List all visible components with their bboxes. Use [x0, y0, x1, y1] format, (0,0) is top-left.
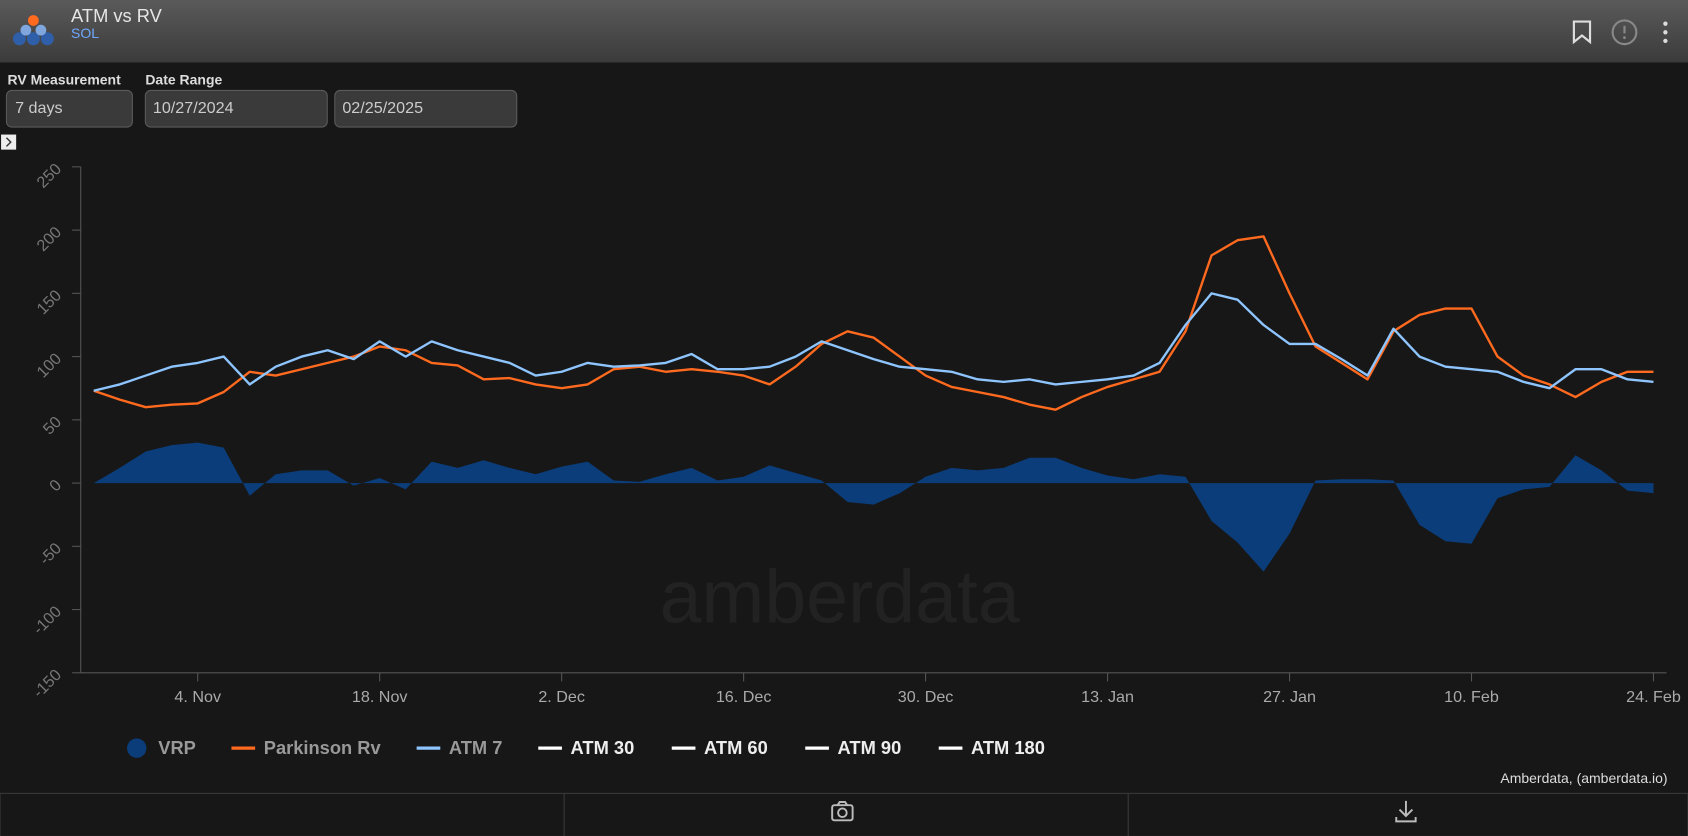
- series-line: [93, 235, 1654, 411]
- start-date-input[interactable]: [144, 89, 328, 128]
- menu-button[interactable]: [1663, 21, 1668, 44]
- header-title: ATM vs RV: [71, 5, 163, 26]
- legend-item[interactable]: ATM 7: [416, 737, 503, 758]
- watermark: amberdata: [660, 555, 1020, 639]
- x-tick-label: 18. Nov: [352, 688, 408, 706]
- rv-select[interactable]: [5, 89, 133, 128]
- x-tick-label: 16. Dec: [716, 688, 772, 706]
- x-tick-label: 27. Jan: [1263, 688, 1316, 706]
- x-tick-label: 2. Dec: [538, 688, 585, 706]
- camera-button[interactable]: [831, 801, 854, 822]
- end-date-input[interactable]: [334, 89, 518, 128]
- vrp-area: [93, 442, 1654, 572]
- footer-bar: [0, 792, 1688, 836]
- start-date: 10/27/2024: [153, 99, 234, 117]
- x-tick-label: 4. Nov: [174, 688, 221, 706]
- legend-item[interactable]: ATM 180: [938, 737, 1045, 758]
- legend-label: VRP: [158, 737, 196, 758]
- series-line: [93, 292, 1654, 392]
- legend-label: ATM 7: [449, 737, 503, 758]
- legend-item[interactable]: ATM 30: [538, 737, 634, 758]
- logo: [12, 15, 54, 46]
- rv-label: RV Measurement: [8, 71, 122, 87]
- credit: Amberdata, (amberdata.io): [1500, 770, 1667, 786]
- x-tick-label: 30. Dec: [898, 688, 954, 706]
- download-button[interactable]: [1395, 800, 1417, 823]
- x-tick-label: 13. Jan: [1081, 688, 1134, 706]
- x-tick-label: 10. Feb: [1444, 688, 1499, 706]
- x-tick-label: 24. Feb: [1626, 688, 1681, 706]
- legend-label: ATM 90: [838, 737, 902, 758]
- legend-label: Parkinson Rv: [264, 737, 382, 758]
- legend-label: ATM 30: [571, 737, 635, 758]
- legend-label: ATM 60: [704, 737, 768, 758]
- legend-item[interactable]: VRP: [127, 737, 196, 758]
- bookmark-button[interactable]: [1572, 20, 1592, 45]
- rv-value: 7 days: [15, 99, 63, 117]
- alert-button[interactable]: [1611, 19, 1638, 46]
- legend-item[interactable]: ATM 60: [671, 737, 768, 758]
- legend: VRP Parkinson Rv ATM 7 ATM 30 ATM 60 ATM 90 AT…: [127, 737, 1045, 758]
- legend-swatch: [127, 738, 147, 758]
- legend-item[interactable]: Parkinson Rv: [231, 737, 382, 758]
- range-label: Date Range: [145, 71, 222, 87]
- legend-item[interactable]: ATM 90: [805, 737, 901, 758]
- header-bar: [0, 0, 1688, 63]
- expand-toggle[interactable]: [1, 134, 17, 150]
- end-date: 02/25/2025: [342, 99, 423, 117]
- header-subtitle: SOL: [71, 25, 99, 41]
- legend-label: ATM 180: [971, 737, 1045, 758]
